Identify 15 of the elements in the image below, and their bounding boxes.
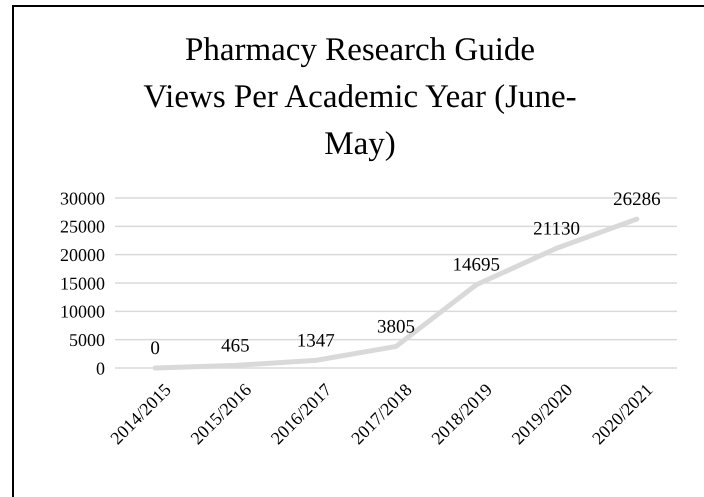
y-tick-label: 0 xyxy=(96,358,105,378)
data-label: 3805 xyxy=(377,316,415,338)
y-tick-label: 25000 xyxy=(60,216,105,237)
data-label: 14695 xyxy=(452,254,500,276)
y-tick-label: 10000 xyxy=(60,302,105,322)
y-tick-label: 5000 xyxy=(69,330,105,350)
chart-title: Pharmacy Research Guide Views Per Academic Year (June-May) xyxy=(143,32,577,162)
data-label: 0 xyxy=(150,338,160,359)
y-tick-label: 30000 xyxy=(60,188,105,208)
data-label: 465 xyxy=(221,335,250,356)
y-tick-label: 20000 xyxy=(60,244,105,265)
data-label: 1347 xyxy=(296,330,335,352)
data-label: 26286 xyxy=(613,189,661,210)
data-label: 21130 xyxy=(533,218,580,240)
y-tick-label: 15000 xyxy=(60,273,105,294)
